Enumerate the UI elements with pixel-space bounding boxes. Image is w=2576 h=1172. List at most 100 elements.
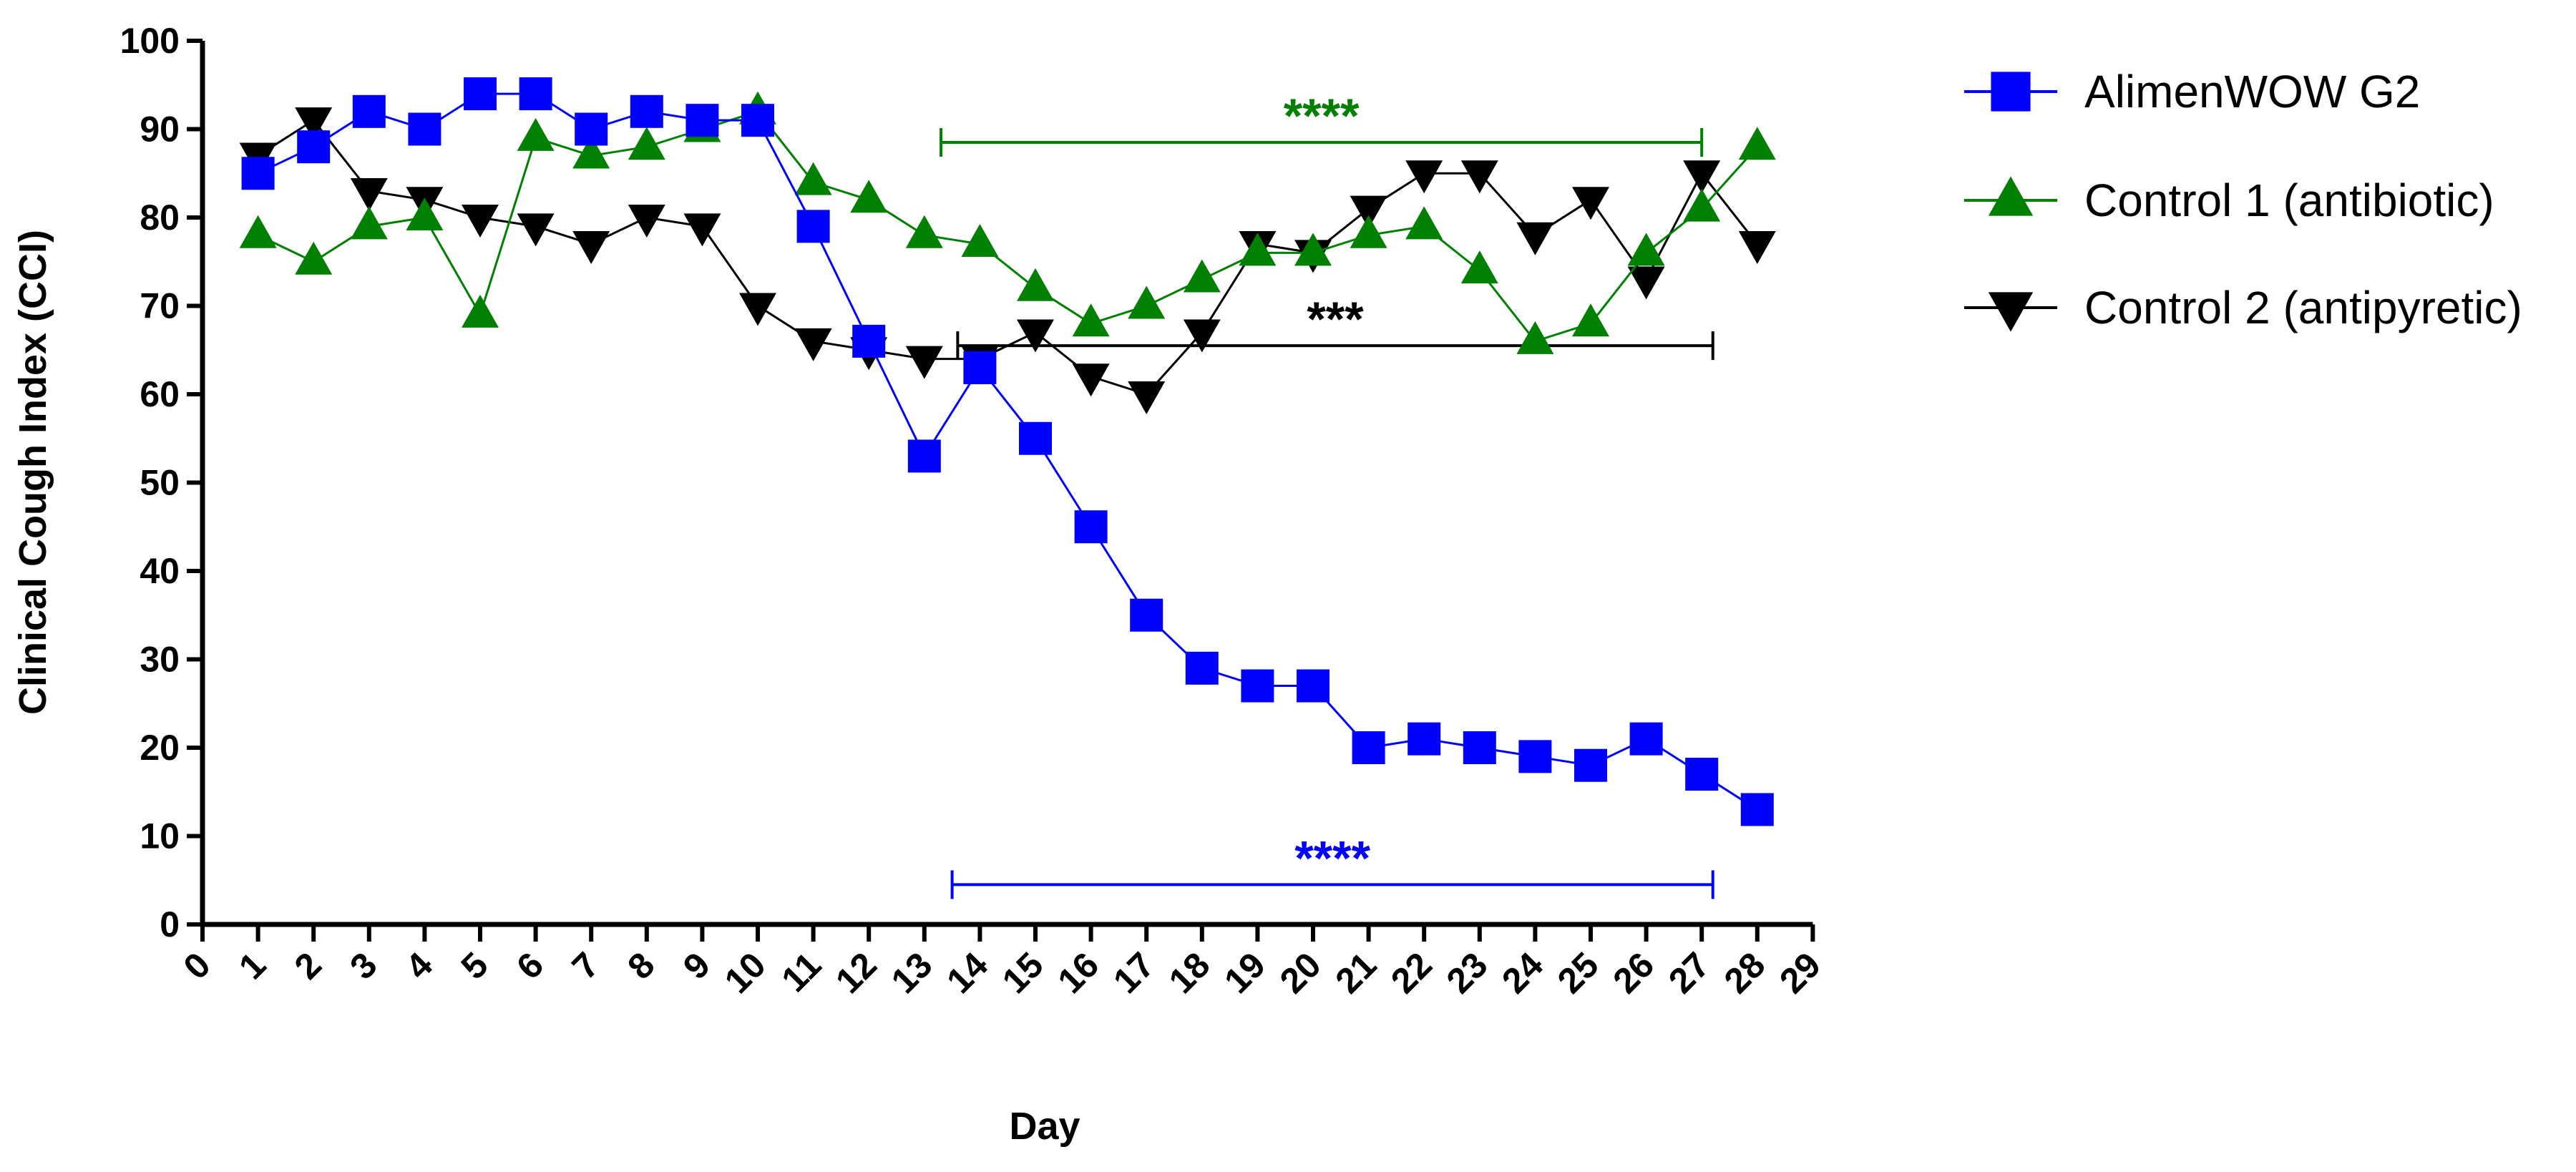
data-point [1629, 722, 1663, 756]
x-tick-label: 28 [1717, 944, 1773, 1001]
series-group [239, 107, 1776, 414]
data-point [1074, 510, 1108, 544]
y-axis-ticks: 0 10 20 30 40 50 60 70 80 90 100 [120, 21, 203, 944]
legend-marker [1988, 176, 2034, 216]
y-tick-label: 40 [140, 551, 180, 591]
data-point [850, 180, 888, 213]
x-tick-label: 16 [1050, 944, 1106, 1001]
data-point [1072, 363, 1110, 397]
data-point [352, 94, 386, 128]
y-tick-label: 10 [140, 816, 180, 856]
x-tick-label: 18 [1161, 944, 1218, 1001]
data-point [575, 112, 608, 146]
x-tick-label: 24 [1494, 944, 1551, 1001]
legend-label: AlimenWOW G2 [2084, 66, 2420, 117]
y-tick-label: 90 [140, 109, 180, 150]
legend-marker [1991, 72, 2031, 112]
data-point [1627, 233, 1665, 266]
data-point [1627, 266, 1665, 300]
series-line [257, 92, 1758, 811]
series-layer [239, 77, 1776, 826]
x-tick-label: 5 [454, 944, 496, 987]
data-point [794, 328, 832, 361]
data-point [1574, 748, 1607, 782]
data-point [1405, 206, 1443, 240]
data-point [1183, 319, 1221, 353]
x-tick-label: 15 [995, 944, 1051, 1001]
data-point [1185, 651, 1219, 685]
x-tick-label: 27 [1661, 944, 1717, 1001]
data-point [1017, 319, 1054, 353]
data-point [406, 197, 444, 230]
data-point [739, 293, 776, 326]
data-point [572, 135, 610, 169]
data-point [1685, 758, 1719, 791]
x-axis-ticks: 0 1 2 3 4 5 6 7 8 910 1112131415161718192021222324… [176, 924, 1828, 1001]
y-tick-label: 30 [140, 640, 180, 680]
significance-label: **** [1294, 831, 1370, 885]
data-point [517, 213, 555, 247]
data-point [852, 324, 886, 358]
data-point [1518, 740, 1552, 773]
data-point [1738, 231, 1776, 265]
x-tick-label: 26 [1605, 944, 1662, 1001]
data-point [1516, 222, 1554, 255]
y-axis-title: Clinical Cough Index (CCI) [11, 230, 54, 715]
x-tick-label: 21 [1327, 944, 1384, 1001]
data-point [462, 294, 499, 328]
x-tick-label: 0 [176, 944, 218, 987]
data-point [464, 77, 497, 111]
data-point [628, 205, 665, 238]
data-point [297, 130, 331, 164]
series-group [241, 77, 1774, 826]
x-tick-label: 13 [884, 944, 940, 1001]
x-tick-label: 20 [1272, 944, 1329, 1001]
data-point [1738, 127, 1776, 160]
x-tick-label: 1 [231, 944, 273, 987]
data-point [686, 104, 719, 137]
data-point [1019, 421, 1052, 455]
y-tick-label: 0 [160, 904, 180, 944]
data-point [408, 112, 441, 146]
data-point [350, 177, 388, 211]
x-tick-label: 10 [717, 944, 774, 1001]
x-tick-label: 19 [1216, 944, 1273, 1001]
data-point [905, 346, 943, 379]
x-tick-label: 4 [398, 944, 440, 987]
data-point [628, 127, 665, 160]
data-point [1683, 188, 1721, 222]
y-tick-label: 60 [140, 374, 180, 414]
data-point [1407, 722, 1441, 756]
x-tick-label: 7 [565, 944, 607, 987]
x-tick-label: 29 [1772, 944, 1828, 1001]
data-point [1405, 160, 1443, 194]
y-tick-label: 70 [140, 286, 180, 326]
axes [200, 41, 1813, 927]
data-point [1241, 669, 1274, 703]
data-point [1130, 598, 1163, 632]
x-tick-label: 23 [1439, 944, 1496, 1001]
data-point [963, 351, 997, 384]
data-point [907, 439, 941, 473]
data-point [905, 215, 943, 248]
data-point [630, 94, 663, 128]
x-tick-label: 14 [939, 944, 995, 1001]
data-point [1297, 669, 1330, 703]
data-point [1128, 285, 1166, 319]
x-tick-label: 3 [342, 944, 384, 987]
series-line [257, 119, 1758, 396]
x-tick-label: 25 [1550, 944, 1606, 1001]
legend-label: Control 2 (antipyretic) [2084, 282, 2522, 333]
data-point [1572, 187, 1609, 220]
data-point [1516, 321, 1554, 354]
y-tick-label: 50 [140, 463, 180, 503]
x-tick-label: 2 [287, 944, 329, 987]
data-point [350, 206, 388, 240]
data-point [241, 157, 275, 190]
data-point [462, 205, 499, 238]
data-point [519, 77, 552, 111]
data-point [1183, 259, 1221, 293]
data-point [295, 107, 333, 141]
data-point [1740, 793, 1774, 826]
